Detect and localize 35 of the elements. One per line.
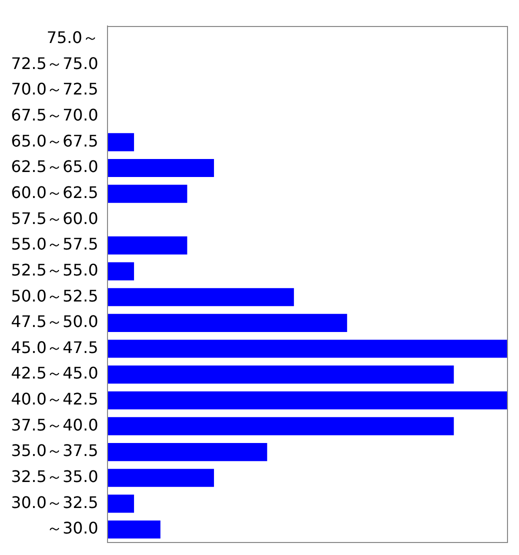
y-tick-label: 42.5～45.0 (11, 364, 98, 383)
bar (107, 262, 134, 280)
y-tick-label: 52.5～55.0 (11, 260, 98, 280)
y-tick-label: 45.0～47.5 (11, 338, 98, 357)
y-tick-label: ～30.0 (46, 518, 98, 538)
bar (107, 442, 268, 462)
y-tick-label: 65.0～67.5 (11, 131, 98, 150)
bar (107, 520, 160, 539)
y-tick-label: 67.5～70.0 (11, 106, 98, 125)
bar (107, 391, 507, 410)
y-tick-label: 55.0～57.5 (11, 234, 98, 254)
y-tick-label: 32.5～35.0 (11, 467, 98, 486)
bar (107, 314, 348, 332)
y-tick-label: 75.0～ (46, 28, 98, 48)
y-tick-label: 47.5～50.0 (11, 312, 98, 332)
bar (107, 417, 454, 436)
y-tick-label: 70.0～72.5 (11, 80, 98, 99)
bar (107, 133, 134, 152)
y-tick-label: 40.0～42.5 (11, 390, 98, 409)
y-tick-label: 35.0～37.5 (11, 441, 98, 460)
bar (107, 288, 294, 306)
y-tick-label: 30.0～32.5 (11, 492, 98, 512)
y-tick-label: 60.0～62.5 (11, 182, 98, 202)
bar (107, 494, 134, 513)
y-tick-label: 72.5～75.0 (11, 54, 98, 73)
y-tick-label: 62.5～65.0 (11, 157, 98, 176)
y-tick-label: 57.5～60.0 (11, 208, 98, 228)
bar (107, 184, 188, 203)
bar (107, 468, 214, 487)
bar (107, 340, 507, 358)
bar (107, 236, 188, 255)
bar (107, 366, 454, 384)
y-tick-label: 50.0～52.5 (11, 286, 98, 306)
bar (107, 158, 214, 178)
y-tick-label: 37.5～40.0 (11, 415, 98, 434)
